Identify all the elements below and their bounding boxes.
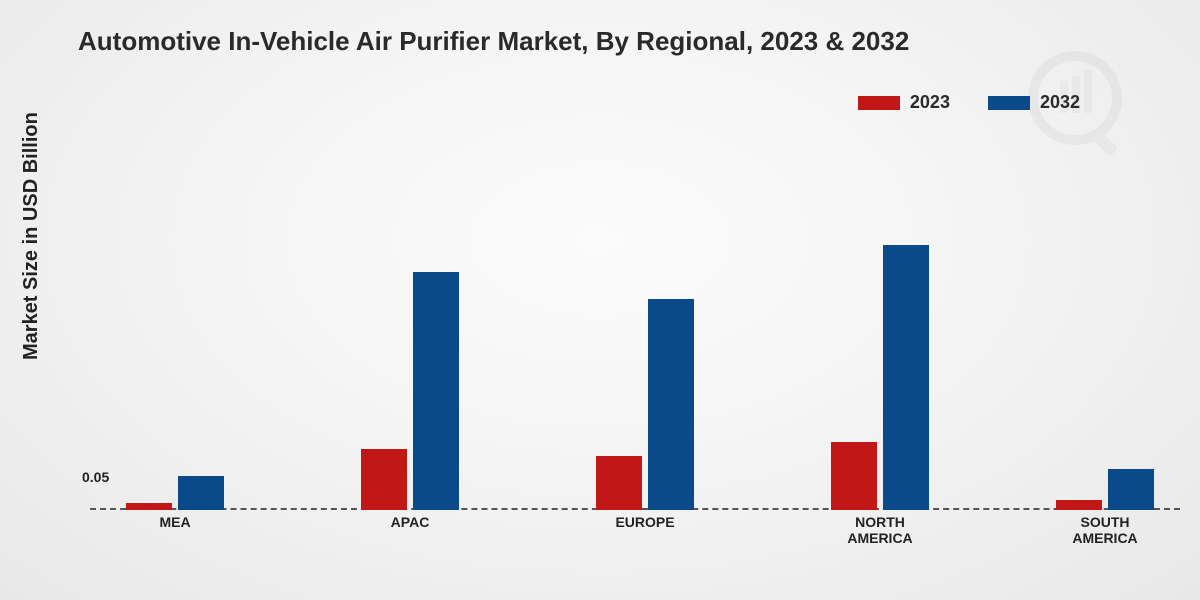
bar-north_america-2023 <box>831 442 877 510</box>
bar-group-north_america <box>831 245 929 510</box>
data-label-mea-2023: 0.05 <box>82 469 109 485</box>
bar-group-apac <box>361 272 459 510</box>
x-label-europe: EUROPE <box>605 514 685 530</box>
bar-mea-2023 <box>126 503 172 510</box>
legend-item-2032: 2032 <box>988 92 1080 113</box>
bar-group-south_america <box>1056 469 1154 510</box>
x-axis-labels: MEA APAC EUROPE NORTHAMERICA SOUTHAMERICA <box>90 514 1180 564</box>
plot-area: 0.05 <box>90 170 1180 510</box>
x-label-mea: MEA <box>145 514 205 530</box>
x-label-north_america: NORTHAMERICA <box>835 514 925 546</box>
bar-group-europe <box>596 299 694 510</box>
bar-north_america-2032 <box>883 245 929 510</box>
x-label-apac: APAC <box>375 514 445 530</box>
legend-swatch-2023 <box>858 96 900 110</box>
legend: 2023 2032 <box>858 92 1080 113</box>
legend-swatch-2032 <box>988 96 1030 110</box>
chart-title: Automotive In-Vehicle Air Purifier Marke… <box>78 26 909 57</box>
legend-item-2023: 2023 <box>858 92 950 113</box>
x-label-south_america: SOUTHAMERICA <box>1060 514 1150 546</box>
legend-label-2032: 2032 <box>1040 92 1080 113</box>
bar-south_america-2023 <box>1056 500 1102 510</box>
bar-apac-2032 <box>413 272 459 510</box>
y-axis-label: Market Size in USD Billion <box>20 112 43 360</box>
bar-mea-2032 <box>178 476 224 510</box>
chart-canvas: Automotive In-Vehicle Air Purifier Marke… <box>0 0 1200 600</box>
bar-europe-2023 <box>596 456 642 510</box>
bar-group-mea <box>126 476 224 510</box>
bar-europe-2032 <box>648 299 694 510</box>
bar-apac-2023 <box>361 449 407 510</box>
bar-south_america-2032 <box>1108 469 1154 510</box>
legend-label-2023: 2023 <box>910 92 950 113</box>
